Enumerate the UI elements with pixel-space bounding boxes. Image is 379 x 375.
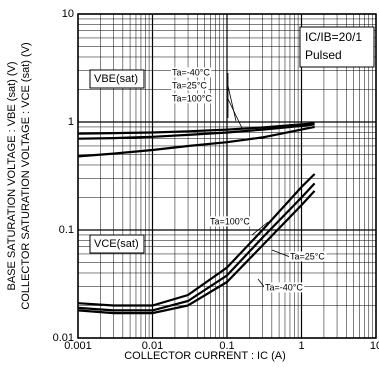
leader-line [227,98,243,129]
annotation-box [299,26,375,68]
series-label: Ta=25°C [172,80,207,90]
series-label: Ta=-40°C [265,282,303,292]
series-line [77,125,315,158]
y-tick-label: 1 [68,116,74,128]
y-tick-label: 0.1 [59,224,74,236]
group-label-box [89,234,145,254]
series-line [77,122,315,135]
annotation: Pulsed [305,48,342,62]
x-tick-label: 10 [370,340,379,352]
series-line [77,190,316,315]
plot-border [77,13,377,339]
series-label: Ta=-40°C [172,67,210,77]
leader-line [251,221,269,236]
group-label: VBE(sat) [94,73,138,85]
series-label-bg [171,80,209,91]
series-line [77,182,316,312]
series-label-bg [171,67,212,78]
series-line [77,173,316,307]
leader-line [257,278,266,289]
leader-line [227,85,237,122]
series-label: Ta=100°C [172,93,212,103]
group-label-box [89,69,145,89]
series-label-bg [171,93,214,104]
series-label-bg [289,251,327,262]
x-axis-label: COLLECTOR CURRENT : IC (A) [124,350,286,362]
group-label: VCE(sat) [94,238,139,250]
y-axis-label: COLLECTOR SATURATION VOLTAGE : VCE (sat)… [20,42,32,309]
x-tick-label: 0.01 [142,340,163,352]
leader-line [271,249,291,258]
y-axis-label: BASE SATURATION VOLTAGE : VBE (sat) (V) [6,61,18,290]
y-tick-label: 10 [62,8,74,20]
series-label: Ta=25°C [290,251,325,261]
series-label-bg [264,282,305,293]
x-tick-label: 0.001 [64,340,92,352]
series-line [77,123,315,140]
annotation: IC/IB=20/1 [305,30,362,44]
x-tick-label: 1 [298,340,304,352]
series-label: Ta=100°C [210,216,250,226]
x-tick-label: 0.1 [219,340,234,352]
y-tick-label: 0.01 [53,332,74,344]
series-label-bg [209,216,252,227]
